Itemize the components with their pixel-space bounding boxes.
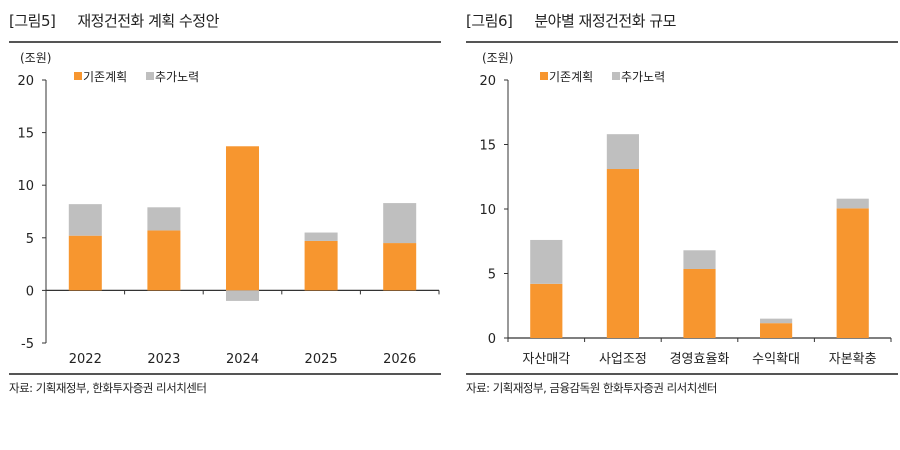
y-tick-label: 5 bbox=[488, 268, 496, 283]
bar-extra bbox=[147, 207, 181, 231]
y-tick-label: 5 bbox=[26, 232, 34, 247]
x-tick-label: 2023 bbox=[147, 352, 180, 367]
chart-title: [그림6] 분야별 재정건전화 규모 bbox=[466, 10, 676, 31]
bar-base bbox=[68, 235, 102, 291]
x-tick-label: 수익확대 bbox=[752, 352, 800, 367]
y-tick-label: 10 bbox=[17, 179, 34, 194]
bar-extra bbox=[225, 290, 260, 301]
x-tick-label: 2024 bbox=[226, 352, 259, 367]
divider bbox=[466, 373, 898, 375]
chart-panel-1: [그림5] 재정건전화 계획 수정안 (조원) -5 0 5 10 15 20 2022 2023… bbox=[9, 0, 441, 400]
x-tick-label: 자산매각 bbox=[522, 352, 570, 367]
y-tick-label: 15 bbox=[479, 139, 496, 154]
divider bbox=[9, 373, 441, 375]
bar-base bbox=[304, 240, 338, 291]
x-tick-label: 2022 bbox=[69, 352, 102, 367]
bar-extra bbox=[68, 204, 102, 236]
bar-base bbox=[836, 208, 869, 338]
x-tick-label: 사업조정 bbox=[599, 352, 647, 367]
legend-swatch bbox=[612, 72, 620, 80]
legend-label: 추가노력 bbox=[155, 70, 199, 84]
y-tick-label: 20 bbox=[479, 74, 496, 89]
y-tick-label: 0 bbox=[488, 332, 496, 347]
divider bbox=[466, 41, 898, 43]
legend-label: 추가노력 bbox=[621, 70, 665, 84]
bar-chart: (조원) -5 0 5 10 15 20 2022 2023 2024 2025 2026 기존계획 추가… bbox=[17, 51, 440, 367]
bar-extra bbox=[530, 239, 563, 284]
bar-base bbox=[383, 243, 417, 291]
unit-label: (조원) bbox=[20, 51, 51, 65]
legend-swatch bbox=[146, 72, 154, 80]
legend-swatch bbox=[74, 72, 82, 80]
y-tick-label: 15 bbox=[17, 127, 34, 142]
x-tick-label: 경영효율화 bbox=[670, 352, 730, 367]
legend-label: 기존계획 bbox=[549, 70, 593, 84]
source-note: 자료: 기획재정부, 금융감독원 한화투자증권 리서치센터 bbox=[466, 381, 718, 395]
y-tick-label: 20 bbox=[17, 74, 34, 89]
bar-base bbox=[760, 323, 793, 338]
bar-base bbox=[683, 268, 716, 338]
bar-base bbox=[606, 169, 639, 338]
source-note: 자료: 기획재정부, 한화투자증권 리서치센터 bbox=[9, 381, 207, 395]
legend-label: 기존계획 bbox=[83, 70, 127, 84]
chart-panel-2: [그림6] 분야별 재정건전화 규모 (조원) 0 5 10 15 20 자산매각 사업조정 경영… bbox=[466, 0, 898, 400]
legend-swatch bbox=[540, 72, 548, 80]
bar-base bbox=[147, 230, 181, 291]
y-tick-label: 0 bbox=[26, 284, 34, 299]
bar-chart: (조원) 0 5 10 15 20 자산매각 사업조정 경영효율화 수익확대 자본확충 기존계획 추가노… bbox=[479, 51, 892, 367]
bar-extra bbox=[304, 232, 338, 241]
y-tick-label: -5 bbox=[21, 337, 34, 352]
figure-label: [그림6] bbox=[466, 12, 513, 30]
bar-extra bbox=[606, 134, 639, 170]
title-text: 재정건전화 계획 수정안 bbox=[77, 12, 219, 30]
bar-extra bbox=[836, 198, 869, 209]
unit-label: (조원) bbox=[482, 51, 513, 65]
x-tick-label: 2025 bbox=[305, 352, 338, 367]
divider bbox=[9, 41, 441, 43]
bar-base bbox=[530, 283, 563, 338]
x-tick-label: 2026 bbox=[383, 352, 416, 367]
bar-extra bbox=[383, 203, 417, 244]
y-tick-label: 10 bbox=[479, 203, 496, 218]
bar-extra bbox=[760, 318, 793, 324]
x-tick-label: 자본확충 bbox=[829, 352, 877, 367]
figure-label: [그림5] bbox=[9, 12, 56, 30]
title-text: 분야별 재정건전화 규모 bbox=[534, 12, 676, 30]
chart-title: [그림5] 재정건전화 계획 수정안 bbox=[9, 10, 219, 31]
bar-base bbox=[225, 146, 260, 291]
bar-extra bbox=[683, 250, 716, 269]
